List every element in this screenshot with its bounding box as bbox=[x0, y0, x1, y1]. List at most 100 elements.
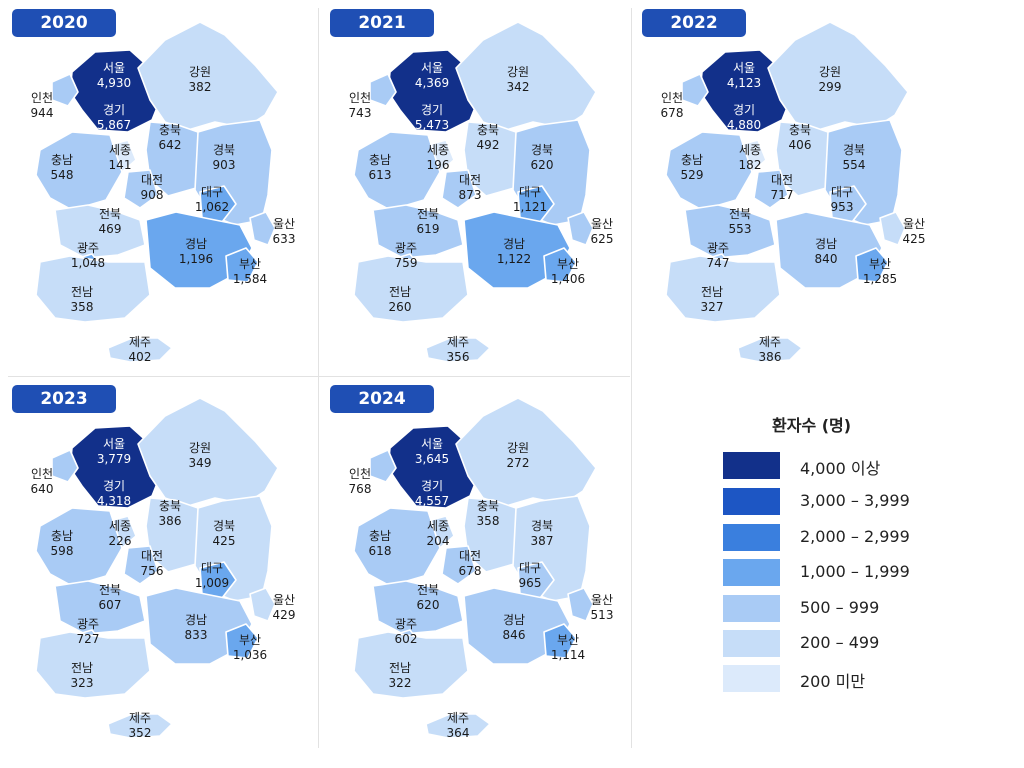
region-value: 642 bbox=[159, 138, 182, 152]
region-value: 356 bbox=[447, 350, 470, 364]
region-인천[interactable] bbox=[369, 449, 397, 483]
region-label: 서울 bbox=[103, 61, 125, 75]
region-전남[interactable] bbox=[353, 631, 469, 699]
region-value: 1,122 bbox=[497, 252, 531, 266]
legend-item-2000-2999: 2,000 – 2,999 bbox=[720, 524, 920, 552]
year-badge: 2020 bbox=[12, 9, 116, 37]
region-value: 759 bbox=[395, 256, 418, 270]
region-value: 944 bbox=[31, 106, 54, 120]
region-label: 충남 bbox=[51, 529, 73, 543]
region-제주[interactable] bbox=[107, 337, 173, 363]
region-강원[interactable] bbox=[455, 21, 597, 131]
region-전북[interactable] bbox=[54, 204, 146, 259]
region-강원[interactable] bbox=[767, 21, 909, 131]
region-전북[interactable] bbox=[684, 204, 776, 259]
region-label: 부산 bbox=[557, 257, 579, 271]
region-label: 서울 bbox=[103, 437, 125, 451]
region-전북[interactable] bbox=[372, 204, 464, 259]
region-label: 충남 bbox=[369, 153, 391, 167]
region-value: 406 bbox=[789, 138, 812, 152]
region-부산[interactable] bbox=[543, 247, 577, 283]
region-label: 충북 bbox=[159, 499, 181, 513]
region-전북[interactable] bbox=[54, 580, 146, 635]
region-강원[interactable] bbox=[137, 21, 279, 131]
region-label: 인천 bbox=[349, 466, 371, 481]
legend-swatch bbox=[723, 488, 780, 515]
region-label: 강원 bbox=[507, 65, 529, 79]
region-label: 대구 bbox=[519, 185, 541, 199]
region-충남[interactable] bbox=[35, 131, 123, 211]
region-value: 4,880 bbox=[727, 118, 761, 132]
region-전남[interactable] bbox=[35, 255, 151, 323]
region-전남[interactable] bbox=[353, 255, 469, 323]
legend-label: 500 – 999 bbox=[800, 598, 880, 617]
region-전남[interactable] bbox=[35, 631, 151, 699]
region-label: 강원 bbox=[819, 65, 841, 79]
region-label: 충북 bbox=[477, 123, 499, 137]
region-인천[interactable] bbox=[681, 73, 709, 107]
region-label: 제주 bbox=[447, 711, 469, 725]
region-label: 부산 bbox=[239, 257, 261, 271]
region-전남[interactable] bbox=[665, 255, 781, 323]
region-인천[interactable] bbox=[51, 73, 79, 107]
region-전북[interactable] bbox=[372, 580, 464, 635]
region-인천[interactable] bbox=[51, 449, 79, 483]
region-value: 756 bbox=[141, 564, 164, 578]
region-충남[interactable] bbox=[665, 131, 753, 211]
region-대구[interactable] bbox=[517, 185, 555, 223]
region-label: 충남 bbox=[369, 529, 391, 543]
region-강원[interactable] bbox=[455, 397, 597, 507]
region-울산[interactable] bbox=[567, 587, 594, 622]
region-부산[interactable] bbox=[543, 623, 577, 659]
region-label: 충남 bbox=[51, 153, 73, 167]
region-대전[interactable] bbox=[753, 169, 789, 209]
region-value: 352 bbox=[129, 726, 152, 740]
region-value: 618 bbox=[369, 544, 392, 558]
legend-swatch bbox=[723, 559, 780, 586]
region-부산[interactable] bbox=[225, 623, 259, 659]
region-대구[interactable] bbox=[517, 561, 555, 599]
region-label: 경남 bbox=[503, 237, 525, 251]
region-value: 3,779 bbox=[97, 452, 131, 466]
region-충남[interactable] bbox=[35, 507, 123, 587]
region-대전[interactable] bbox=[441, 169, 477, 209]
region-대구[interactable] bbox=[199, 561, 237, 599]
region-대구[interactable] bbox=[829, 185, 867, 223]
region-충남[interactable] bbox=[353, 131, 441, 211]
region-울산[interactable] bbox=[567, 211, 594, 246]
region-제주[interactable] bbox=[425, 713, 491, 739]
region-제주[interactable] bbox=[425, 337, 491, 363]
region-value: 387 bbox=[531, 534, 554, 548]
region-부산[interactable] bbox=[855, 247, 889, 283]
region-value: 327 bbox=[701, 300, 724, 314]
region-value: 425 bbox=[213, 534, 236, 548]
region-부산[interactable] bbox=[225, 247, 259, 283]
region-대전[interactable] bbox=[123, 169, 159, 209]
region-대전[interactable] bbox=[123, 545, 159, 585]
region-label: 서울 bbox=[421, 437, 443, 451]
region-인천[interactable] bbox=[369, 73, 397, 107]
region-충남[interactable] bbox=[353, 507, 441, 587]
region-value: 382 bbox=[189, 80, 212, 94]
region-강원[interactable] bbox=[137, 397, 279, 507]
vertical-divider-1 bbox=[318, 8, 319, 748]
region-label: 서울 bbox=[421, 61, 443, 75]
region-울산[interactable] bbox=[249, 587, 276, 622]
region-value: 182 bbox=[739, 158, 762, 172]
region-value: 141 bbox=[109, 158, 132, 172]
region-울산[interactable] bbox=[249, 211, 276, 246]
region-제주[interactable] bbox=[107, 713, 173, 739]
legend-label: 4,000 이상 bbox=[800, 459, 881, 478]
region-울산[interactable] bbox=[879, 211, 906, 246]
region-value: 640 bbox=[31, 482, 54, 496]
region-label: 대전 bbox=[141, 173, 163, 187]
region-제주[interactable] bbox=[737, 337, 803, 363]
region-value: 840 bbox=[815, 252, 838, 266]
region-대전[interactable] bbox=[441, 545, 477, 585]
region-value: 386 bbox=[759, 350, 782, 364]
region-label: 제주 bbox=[447, 335, 469, 349]
region-value: 1,584 bbox=[233, 272, 267, 286]
region-value: 492 bbox=[477, 138, 500, 152]
region-대구[interactable] bbox=[199, 185, 237, 223]
region-value: 1,062 bbox=[195, 200, 229, 214]
